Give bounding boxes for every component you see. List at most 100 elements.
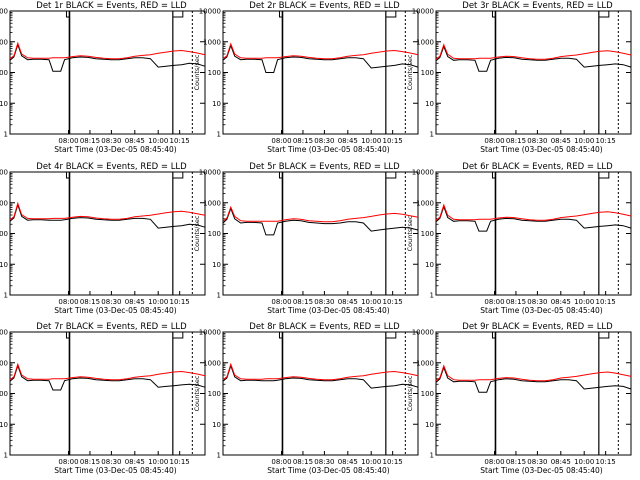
y-tick-label: 1 xyxy=(217,452,221,460)
y-tick-label: 100 xyxy=(208,69,221,77)
interval-flag xyxy=(65,11,70,18)
x-tick-label: 10:00 xyxy=(574,137,594,145)
x-tick-label: 08:00 xyxy=(58,298,78,306)
x-tick-label: 10:15 xyxy=(170,137,190,145)
y-axis-label: Counts/sec xyxy=(406,375,414,411)
interval-flag xyxy=(172,11,184,18)
y-tick-label: 1000 xyxy=(416,359,434,367)
x-tick-label: 08:00 xyxy=(484,137,504,145)
events-series-line xyxy=(9,43,206,72)
x-tick-label: 08:30 xyxy=(314,298,334,306)
chart-title: Det 4r BLACK = Events, RED = LLD xyxy=(36,162,187,172)
interval-flag xyxy=(65,332,70,339)
x-tick-label: 08:15 xyxy=(293,298,313,306)
events-series-line xyxy=(435,45,632,72)
chart-title: Det 2r BLACK = Events, RED = LLD xyxy=(249,1,400,11)
y-tick-label: 1000 xyxy=(203,38,221,46)
y-tick-label: 1000 xyxy=(0,359,8,367)
x-tick-label: 08:30 xyxy=(101,458,121,466)
x-tick-label: 10:00 xyxy=(361,298,381,306)
x-tick-label: 10:15 xyxy=(596,137,616,145)
chart-panel: Det 2r BLACK = Events, RED = LLD 1 10 100 10… xyxy=(193,1,419,154)
x-tick-label: 08:15 xyxy=(80,298,100,306)
x-tick-label: 10:00 xyxy=(361,458,381,466)
chart-panel: Det 7r BLACK = Events, RED = LLD 1 10 100 10… xyxy=(0,322,206,475)
y-tick-label: 10 xyxy=(212,421,221,429)
interval-flag xyxy=(65,172,70,179)
chart-title: Det 7r BLACK = Events, RED = LLD xyxy=(36,322,187,332)
x-tick-label: 08:15 xyxy=(506,298,526,306)
interval-flag xyxy=(385,11,397,18)
x-tick-label: 08:00 xyxy=(58,458,78,466)
y-tick-label: 1 xyxy=(4,292,8,300)
x-tick-label: 08:00 xyxy=(58,137,78,145)
plot-frame xyxy=(435,331,632,456)
y-tick-label: 10 xyxy=(425,261,434,269)
events-series-line xyxy=(435,366,632,393)
lld-series-line xyxy=(435,43,632,60)
chart-title: Det 3r BLACK = Events, RED = LLD xyxy=(462,1,613,11)
chart-title: Det 9r BLACK = Events, RED = LLD xyxy=(462,322,613,332)
x-tick-label: 08:30 xyxy=(527,137,547,145)
y-tick-label: 100 xyxy=(421,390,434,398)
y-axis-label: Counts/sec xyxy=(193,54,201,90)
plot-frame xyxy=(435,10,632,135)
x-tick-label: 08:45 xyxy=(338,298,358,306)
y-tick-label: 1000 xyxy=(0,38,8,46)
x-tick-label: 08:15 xyxy=(293,137,313,145)
y-tick-label: 10000 xyxy=(0,329,8,337)
x-axis-label: Start Time (03-Dec-05 08:45:40) xyxy=(480,466,602,475)
interval-flag xyxy=(172,172,184,179)
x-tick-label: 10:15 xyxy=(383,458,403,466)
plot-frame xyxy=(9,331,206,456)
x-tick-label: 08:45 xyxy=(125,458,145,466)
interval-flag xyxy=(598,332,610,339)
x-tick-label: 08:15 xyxy=(506,137,526,145)
y-tick-label: 1 xyxy=(430,131,434,139)
x-tick-label: 08:00 xyxy=(271,298,291,306)
events-series-line xyxy=(9,203,206,229)
x-tick-label: 08:45 xyxy=(338,458,358,466)
y-tick-label: 1 xyxy=(430,292,434,300)
lld-series-line xyxy=(9,41,206,60)
y-tick-label: 10 xyxy=(0,261,8,269)
y-tick-label: 1 xyxy=(217,292,221,300)
chart-panel: Det 1r BLACK = Events, RED = LLD 1 10 100 10… xyxy=(0,1,206,154)
interval-flag xyxy=(278,172,283,179)
chart-panel: Det 8r BLACK = Events, RED = LLD 1 10 100 10… xyxy=(193,322,419,475)
y-tick-label: 10000 xyxy=(199,8,221,16)
x-tick-label: 08:30 xyxy=(527,298,547,306)
interval-flag xyxy=(491,332,496,339)
chart-title: Det 5r BLACK = Events, RED = LLD xyxy=(249,162,400,172)
x-tick-label: 10:15 xyxy=(596,458,616,466)
plot-frame xyxy=(222,10,419,135)
x-tick-label: 08:30 xyxy=(314,137,334,145)
interval-flag xyxy=(385,172,397,179)
x-tick-label: 10:00 xyxy=(148,298,168,306)
y-tick-label: 10000 xyxy=(412,8,434,16)
y-axis-label: Counts/sec xyxy=(193,215,201,251)
chart-panel: Det 9r BLACK = Events, RED = LLD 1 10 100 10… xyxy=(406,322,632,475)
chart-title: Det 1r BLACK = Events, RED = LLD xyxy=(36,1,187,11)
y-tick-label: 10000 xyxy=(412,169,434,177)
lld-series-line xyxy=(222,42,419,60)
y-tick-label: 10 xyxy=(0,100,8,108)
x-tick-label: 08:00 xyxy=(484,298,504,306)
lld-series-line xyxy=(222,362,419,381)
events-series-line xyxy=(435,205,632,232)
x-tick-label: 08:45 xyxy=(338,137,358,145)
lld-series-line xyxy=(222,205,419,223)
x-axis-label: Start Time (03-Dec-05 08:45:40) xyxy=(54,306,176,315)
plot-frame xyxy=(222,331,419,456)
y-axis-label: Counts/sec xyxy=(193,375,201,411)
interval-flag xyxy=(598,11,610,18)
y-tick-label: 10 xyxy=(425,421,434,429)
x-tick-label: 10:00 xyxy=(148,137,168,145)
x-tick-label: 08:45 xyxy=(551,458,571,466)
y-tick-label: 1000 xyxy=(0,199,8,207)
y-axis-label: Counts/sec xyxy=(406,54,414,90)
plot-frame xyxy=(222,171,419,296)
y-tick-label: 1000 xyxy=(416,199,434,207)
y-tick-label: 1000 xyxy=(203,359,221,367)
x-tick-label: 08:15 xyxy=(80,458,100,466)
